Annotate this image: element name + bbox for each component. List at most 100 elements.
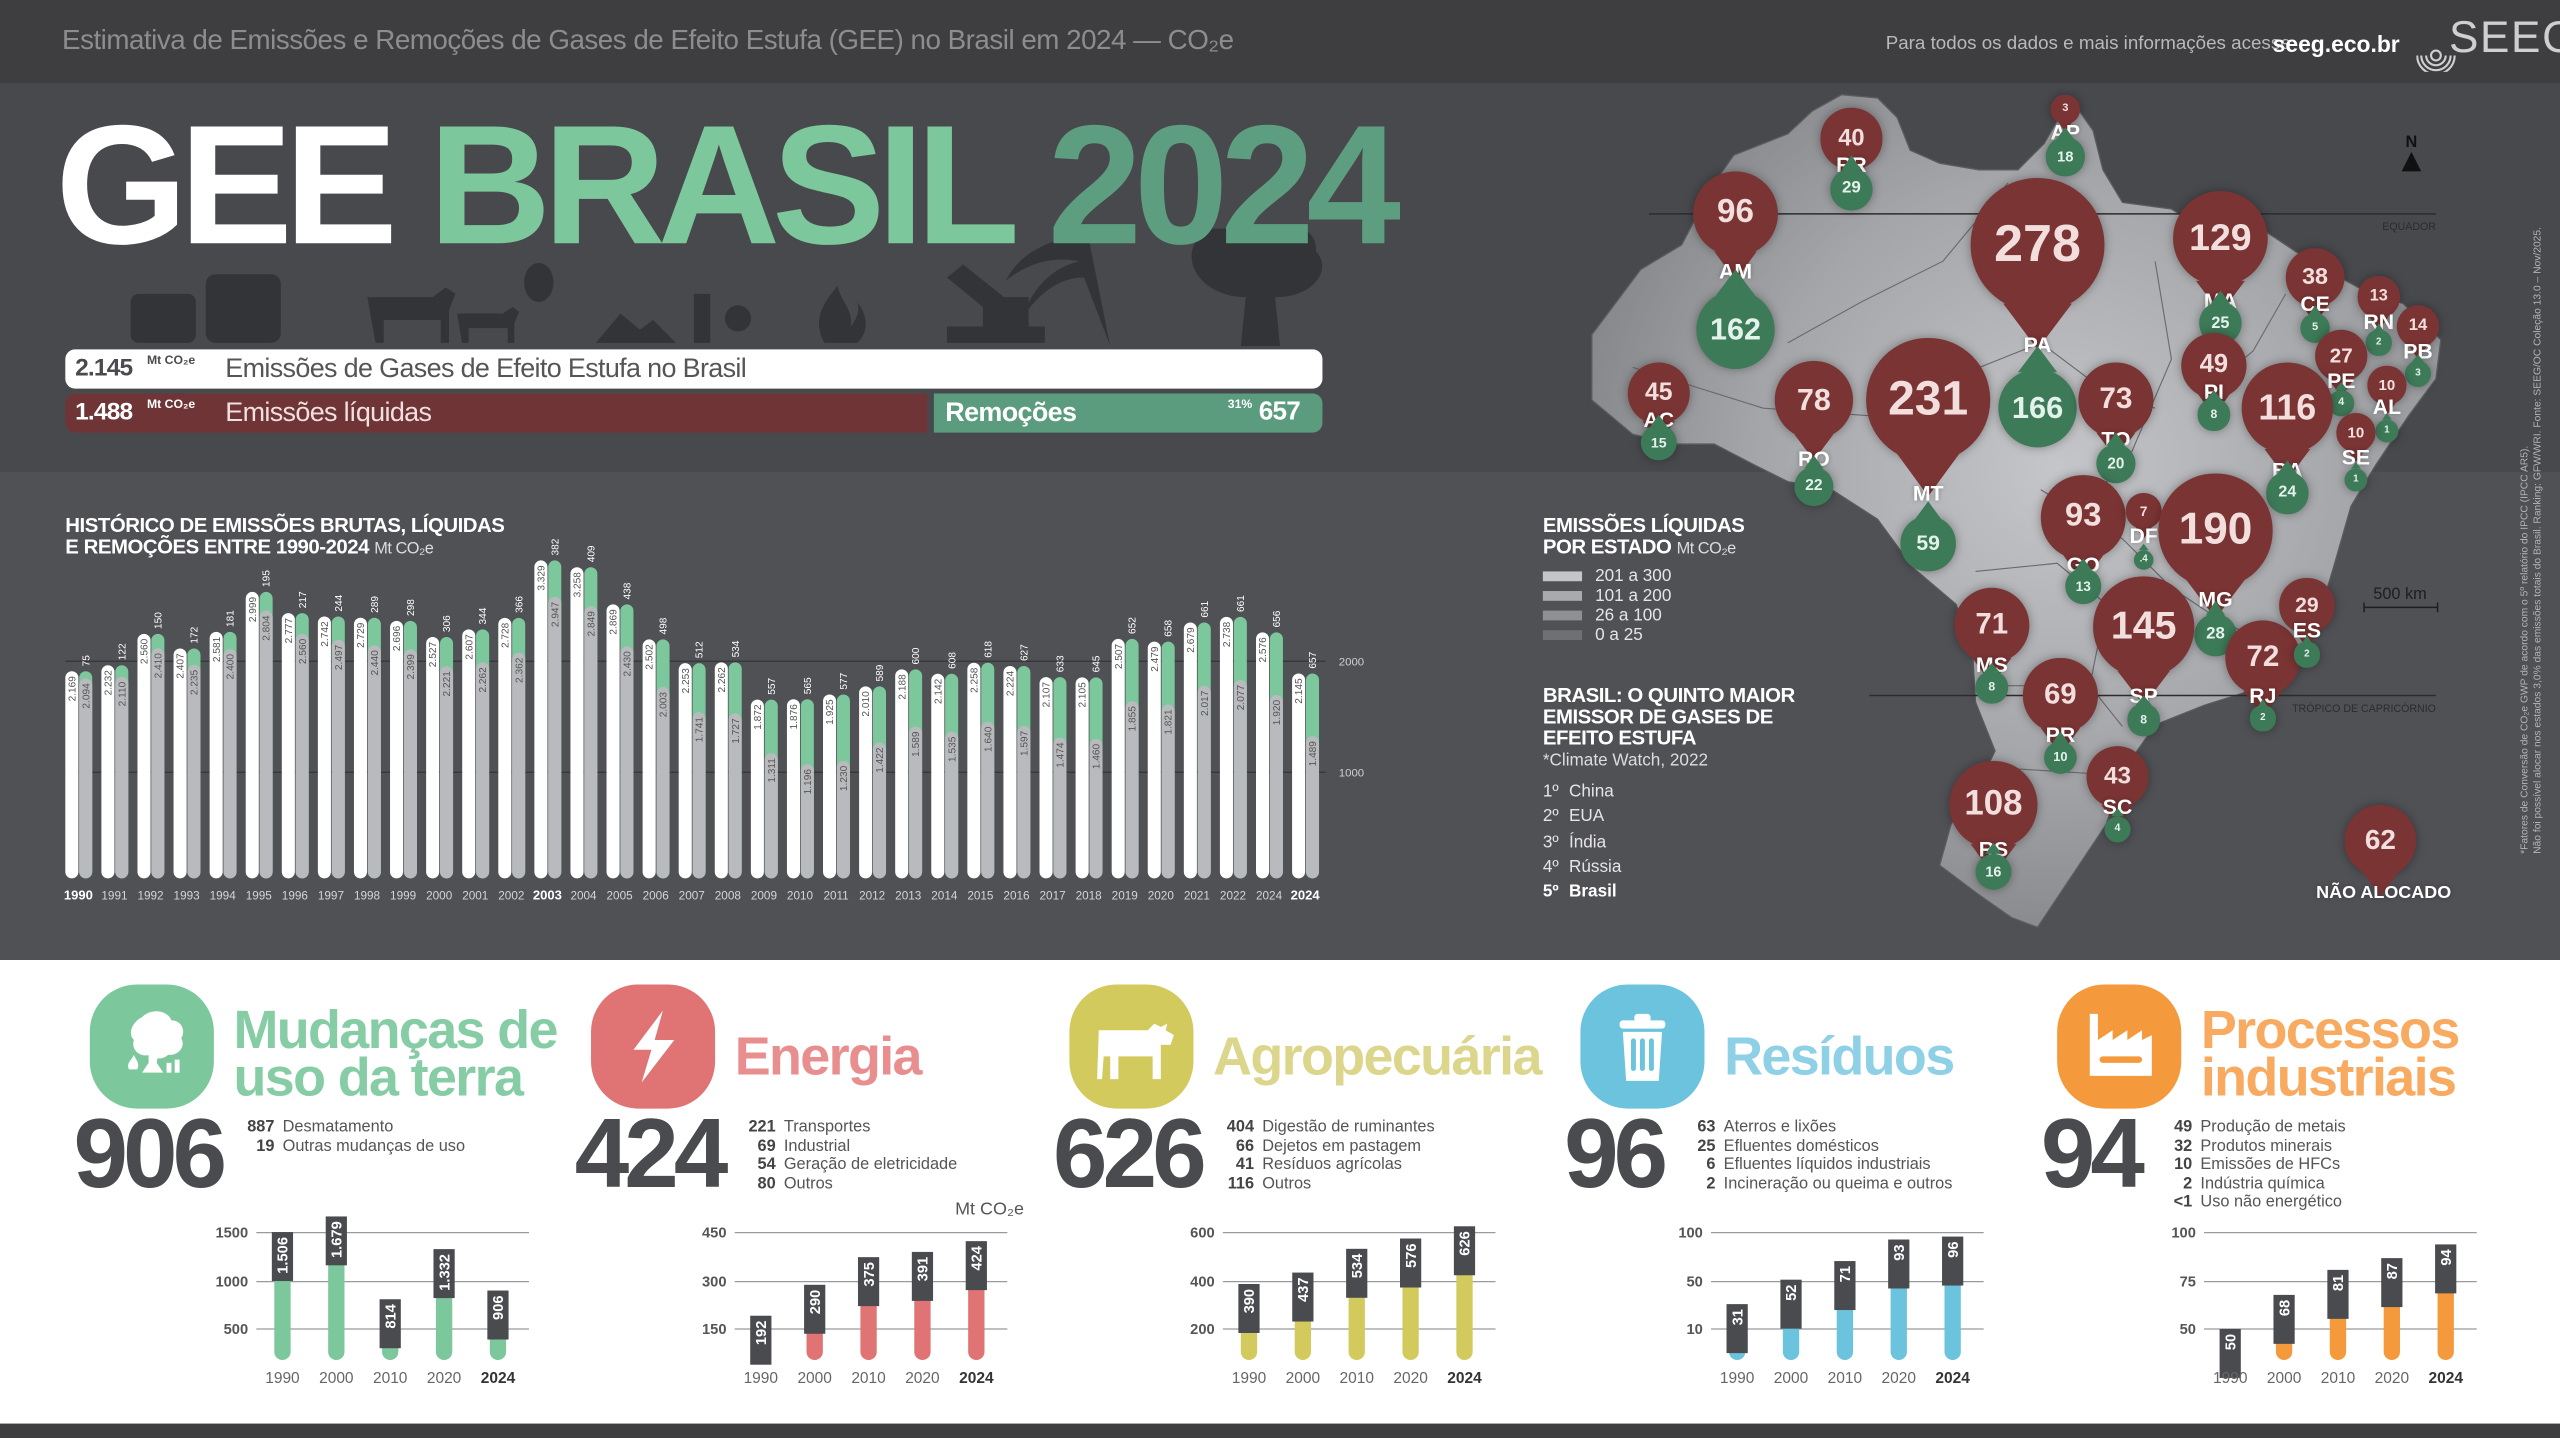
gross-emissions-bar	[1075, 677, 1089, 879]
bar-value-box	[2381, 1258, 2403, 1308]
net-emissions-bar	[728, 713, 742, 879]
gross-emissions-bar	[534, 560, 548, 879]
breakdown-label: Geração de eletricidade	[783, 1155, 958, 1174]
breakdown-value: 221	[748, 1118, 776, 1137]
net-value-label: 2.003	[659, 692, 670, 718]
state-removals-pin: 10	[2043, 741, 2077, 774]
breakdown-item: 6 Efluentes líquidos industriais	[1683, 1156, 1953, 1175]
gross-value-label: 2.738	[1222, 621, 1233, 647]
ranking-item: 1º China	[1543, 782, 1795, 807]
removals-value: 16	[1985, 863, 2002, 880]
x-tick-label: 2020	[2375, 1370, 2410, 1387]
sector-bar-chart: 500 1000 1500 1.506 1990 1.679 2000 814 2010 1.33…	[215, 1216, 529, 1387]
gross-emissions-bar	[209, 631, 223, 879]
y-tick-label: 400	[1190, 1275, 1215, 1291]
emitter-ranking: BRASIL: O QUINTO MAIOR EMISSOR DE GASES …	[1543, 685, 1795, 907]
bar-value-box	[1453, 1226, 1476, 1276]
net-value-label: 2.399	[406, 654, 417, 680]
gross-value-label: 2.527	[428, 642, 439, 668]
removals-value-label: 589	[875, 664, 886, 681]
bar-value-box	[1238, 1284, 1260, 1333]
y-tick-label: 10	[1687, 1322, 1703, 1338]
gross-value-label: 3.258	[573, 572, 584, 598]
net-value-label: 2.221	[442, 671, 453, 697]
gross-value-label: 2.581	[212, 636, 223, 662]
removals-value: 5	[2311, 322, 2319, 334]
bar-value-box	[857, 1257, 880, 1307]
net-emissions-bar	[692, 712, 706, 879]
sector-breakdown: 221 Transportes 69 Industrial 54 Geração de e…	[743, 1118, 957, 1193]
x-tick-label: 2024	[2428, 1370, 2463, 1387]
state-removals-pin: 166	[1998, 368, 2078, 448]
gross-emissions-bar	[967, 662, 981, 879]
breakdown-label: Desmatamento	[282, 1118, 394, 1137]
removals-value-label: 181	[226, 610, 237, 627]
x-tick-label: 2006	[643, 890, 670, 903]
emissions-value: 278	[1994, 214, 2081, 274]
x-tick-label: 2024	[481, 1370, 516, 1387]
breakdown-item: 41 Resíduos agrícolas	[1221, 1156, 1434, 1175]
y-tick-label: 450	[702, 1226, 727, 1242]
bar-value-label: 906	[491, 1295, 507, 1320]
removals-value: 657	[1258, 398, 1301, 427]
gross-emissions-bar	[750, 699, 764, 879]
emissions-value: 96	[1717, 195, 1754, 231]
emissions-value: 14	[2408, 317, 2428, 336]
state-emissions-pin: 73	[2077, 361, 2155, 439]
ranking-country: EUA	[1568, 807, 1605, 827]
breakdown-label: Efluentes domésticos	[1723, 1137, 1879, 1156]
net-value-label: 1.589	[911, 731, 922, 757]
removals-percent: 31%	[1227, 396, 1253, 412]
gross-value-label: 2.407	[176, 653, 187, 679]
state-removals-pin: 22	[1793, 466, 1834, 507]
breakdown-item: 2 Indústria química	[2160, 1175, 2346, 1194]
bar-value-box	[1400, 1238, 1422, 1288]
state-removals-pin: 2	[2250, 706, 2276, 731]
net-emissions-bar: 1.488 Mt CO₂e Emissões líquidas	[65, 393, 928, 433]
legend-swatch	[1542, 610, 1583, 621]
breakdown-label: Resíduos agrícolas	[1262, 1155, 1402, 1174]
net-value-label: 1.422	[875, 747, 886, 773]
map-legend: EMISSÕES LÍQUIDAS POR ESTADO Mt CO₂e 201…	[1542, 515, 1745, 645]
net-emissions-bar	[187, 664, 201, 879]
emissions-value: 231	[1888, 372, 1969, 427]
net-emissions-bar	[476, 662, 490, 879]
breakdown-label: Dejetos em pastagem	[1262, 1137, 1422, 1156]
net-emissions-bar	[1305, 736, 1320, 879]
net-value-label: 1.230	[839, 765, 850, 791]
sector-title-line: Agropecuária	[1213, 1025, 1542, 1086]
gross-value-label: 2.502	[645, 644, 656, 670]
state-emissions-pin: 10	[2367, 366, 2407, 405]
bar-value-box	[804, 1284, 826, 1334]
bar-value-label: 1.332	[437, 1254, 453, 1291]
sector-bar-chart: 10 50 100 31 1990 52 2000 71 2010 93 2020 96 2024	[1678, 1226, 1984, 1387]
emissions-value: 93	[2065, 498, 2102, 535]
ranking-item: 2º EUA	[1543, 807, 1795, 832]
hero-title-gee: GEE	[55, 91, 398, 281]
x-tick-label: 2008	[715, 890, 742, 903]
removals-value-label: 534	[731, 640, 742, 657]
x-tick-label: 2007	[679, 890, 705, 903]
state-emissions-pin: 278	[1970, 178, 2105, 312]
gross-value-label: 3.329	[536, 565, 547, 591]
x-tick-label: 2020	[905, 1370, 940, 1387]
removals-value: 29	[1841, 180, 1861, 199]
net-value-label: 1.474	[1056, 742, 1067, 768]
x-tick-label: 2021	[1184, 890, 1210, 903]
gross-emissions-bar	[1003, 665, 1017, 879]
bar-value-box	[2327, 1269, 2349, 1319]
breakdown-item: 66 Dejetos em pastagem	[1221, 1137, 1434, 1156]
gross-emissions-bar	[353, 617, 368, 879]
x-tick-label: 2020	[1882, 1370, 1917, 1387]
gross-emissions-bar	[859, 686, 873, 879]
net-emissions-bar	[151, 648, 165, 879]
breakdown-label: Emissões de HFCs	[2200, 1155, 2341, 1174]
x-tick-label: 2017	[1040, 890, 1066, 903]
legend-label: 26 a 100	[1595, 605, 1662, 626]
x-tick-label: 2010	[1828, 1370, 1863, 1387]
net-emissions-bar	[836, 760, 850, 879]
ranking-country: China	[1568, 782, 1614, 802]
bar-value-box	[2219, 1328, 2241, 1378]
gross-value-label: 1.876	[789, 704, 800, 730]
website-link[interactable]: seeg.eco.br	[2272, 31, 2400, 58]
